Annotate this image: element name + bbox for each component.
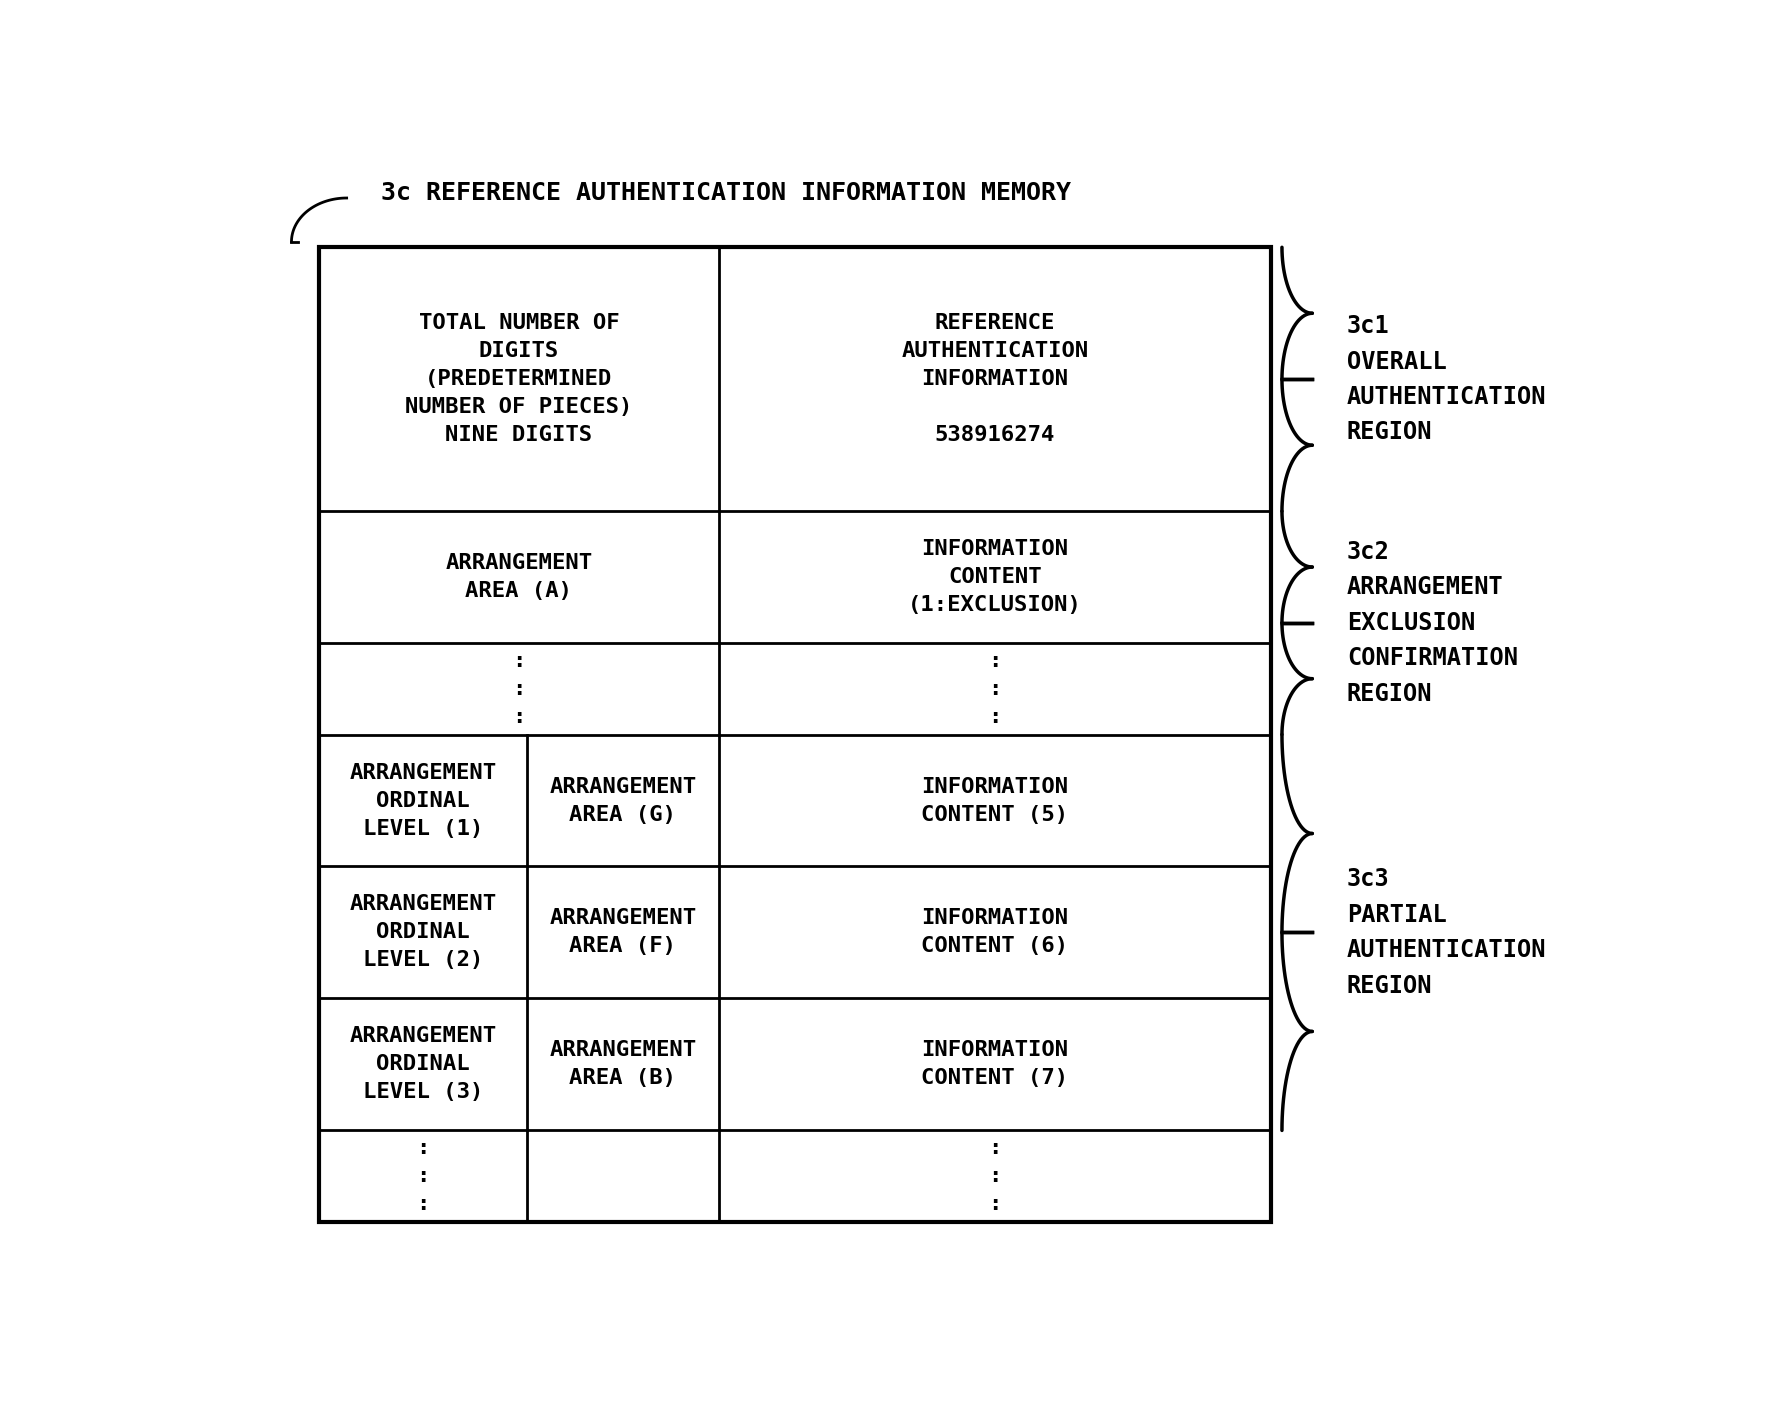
Text: :
:
:: : : : [988, 1138, 1002, 1214]
Text: INFORMATION
CONTENT (5): INFORMATION CONTENT (5) [922, 776, 1068, 825]
Text: TOTAL NUMBER OF
DIGITS
(PREDETERMINED
NUMBER OF PIECES)
NINE DIGITS: TOTAL NUMBER OF DIGITS (PREDETERMINED NU… [406, 313, 632, 445]
Text: 3c REFERENCE AUTHENTICATION INFORMATION MEMORY: 3c REFERENCE AUTHENTICATION INFORMATION … [381, 181, 1072, 205]
Text: 3c2
ARRANGEMENT
EXCLUSION
CONFIRMATION
REGION: 3c2 ARRANGEMENT EXCLUSION CONFIRMATION R… [1347, 540, 1518, 705]
Text: ARRANGEMENT
ORDINAL
LEVEL (1): ARRANGEMENT ORDINAL LEVEL (1) [349, 762, 497, 839]
Text: :
:
:: : : : [988, 651, 1002, 727]
Text: 3c3
PARTIAL
AUTHENTICATION
REGION: 3c3 PARTIAL AUTHENTICATION REGION [1347, 867, 1547, 998]
Bar [319, 247, 1271, 1221]
Text: :
:
:: : : : [417, 1138, 429, 1214]
Text: INFORMATION
CONTENT
(1:EXCLUSION): INFORMATION CONTENT (1:EXCLUSION) [908, 539, 1082, 616]
Text: ARRANGEMENT
AREA (A): ARRANGEMENT AREA (A) [445, 553, 593, 602]
Text: REFERENCE
AUTHENTICATION
INFORMATION

538916274: REFERENCE AUTHENTICATION INFORMATION 538… [901, 313, 1089, 445]
Text: ARRANGEMENT
ORDINAL
LEVEL (2): ARRANGEMENT ORDINAL LEVEL (2) [349, 894, 497, 970]
Text: INFORMATION
CONTENT (7): INFORMATION CONTENT (7) [922, 1041, 1068, 1088]
Text: ARRANGEMENT
ORDINAL
LEVEL (3): ARRANGEMENT ORDINAL LEVEL (3) [349, 1027, 497, 1102]
Text: ARRANGEMENT
AREA (G): ARRANGEMENT AREA (G) [550, 776, 696, 825]
Text: INFORMATION
CONTENT (6): INFORMATION CONTENT (6) [922, 909, 1068, 957]
Text: :
:
:: : : : [513, 651, 525, 727]
Text: ARRANGEMENT
AREA (F): ARRANGEMENT AREA (F) [550, 909, 696, 957]
Text: ARRANGEMENT
AREA (B): ARRANGEMENT AREA (B) [550, 1041, 696, 1088]
Text: 3c1
OVERALL
AUTHENTICATION
REGION: 3c1 OVERALL AUTHENTICATION REGION [1347, 314, 1547, 444]
